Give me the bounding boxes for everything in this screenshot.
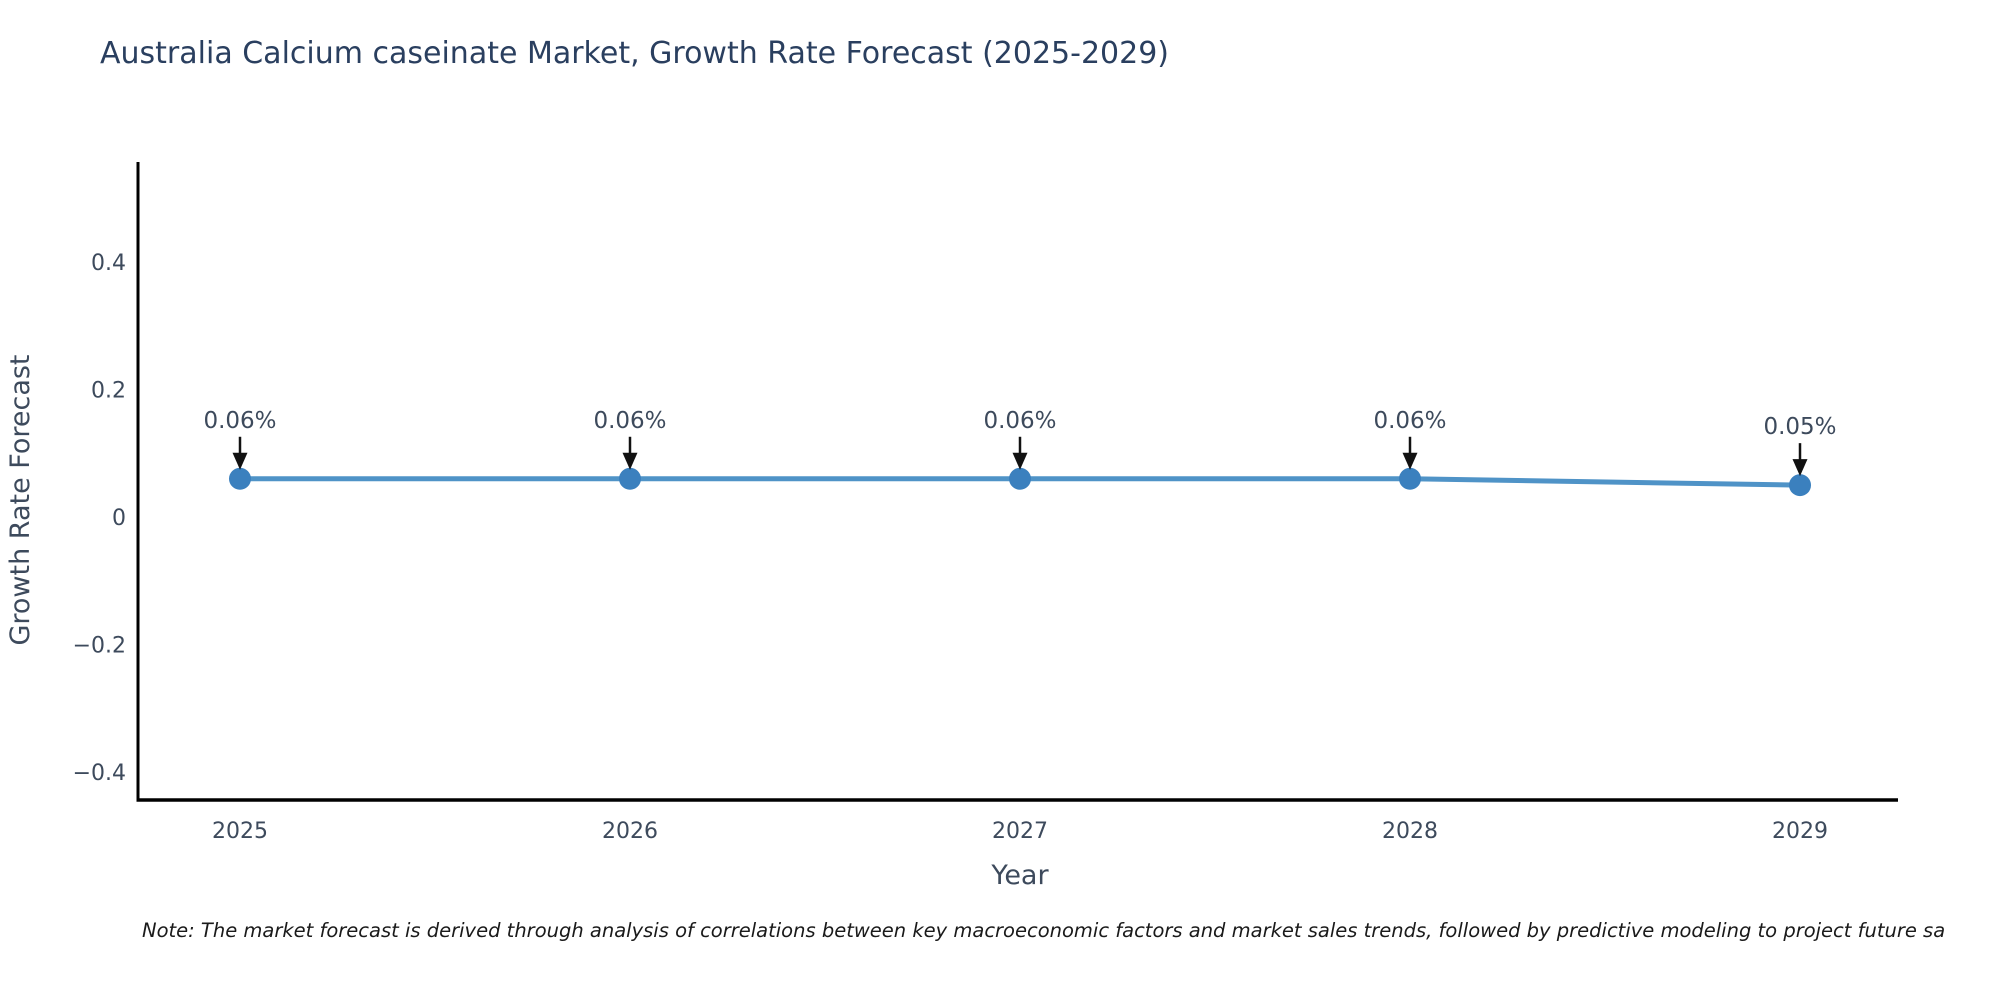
x-tick-label: 2027	[992, 819, 1048, 844]
x-axis-title: Year	[991, 860, 1049, 891]
y-tick-label: 0.4	[91, 251, 126, 276]
data-point-marker	[619, 467, 641, 490]
y-tick-label: 0	[112, 506, 126, 531]
y-tick-label: −0.4	[73, 761, 126, 786]
annotation-arrowhead-icon	[622, 452, 638, 470]
data-point-marker	[229, 467, 251, 490]
chart-title: Australia Calcium caseinate Market, Grow…	[100, 36, 1170, 71]
data-point-label: 0.06%	[203, 408, 276, 434]
annotation-arrowhead-icon	[1792, 459, 1808, 477]
x-tick-label: 2026	[602, 819, 658, 844]
data-point-label: 0.05%	[1763, 414, 1836, 440]
data-point-marker	[1789, 474, 1811, 497]
annotation-arrowhead-icon	[1012, 452, 1028, 470]
data-point-label: 0.06%	[593, 408, 666, 434]
y-tick-label: −0.2	[73, 633, 126, 658]
data-point-label: 0.06%	[1373, 408, 1446, 434]
annotation-arrowhead-icon	[232, 452, 248, 470]
y-tick-label: 0.2	[91, 379, 126, 404]
x-tick-label: 2028	[1382, 819, 1438, 844]
x-tick-label: 2025	[212, 819, 268, 844]
data-point-marker	[1399, 467, 1421, 490]
data-point-marker	[1009, 467, 1031, 490]
annotation-arrowhead-icon	[1402, 452, 1418, 470]
data-point-label: 0.06%	[983, 408, 1056, 434]
x-tick-label: 2029	[1772, 819, 1828, 844]
footnote: Note: The market forecast is derived thr…	[142, 919, 1946, 942]
